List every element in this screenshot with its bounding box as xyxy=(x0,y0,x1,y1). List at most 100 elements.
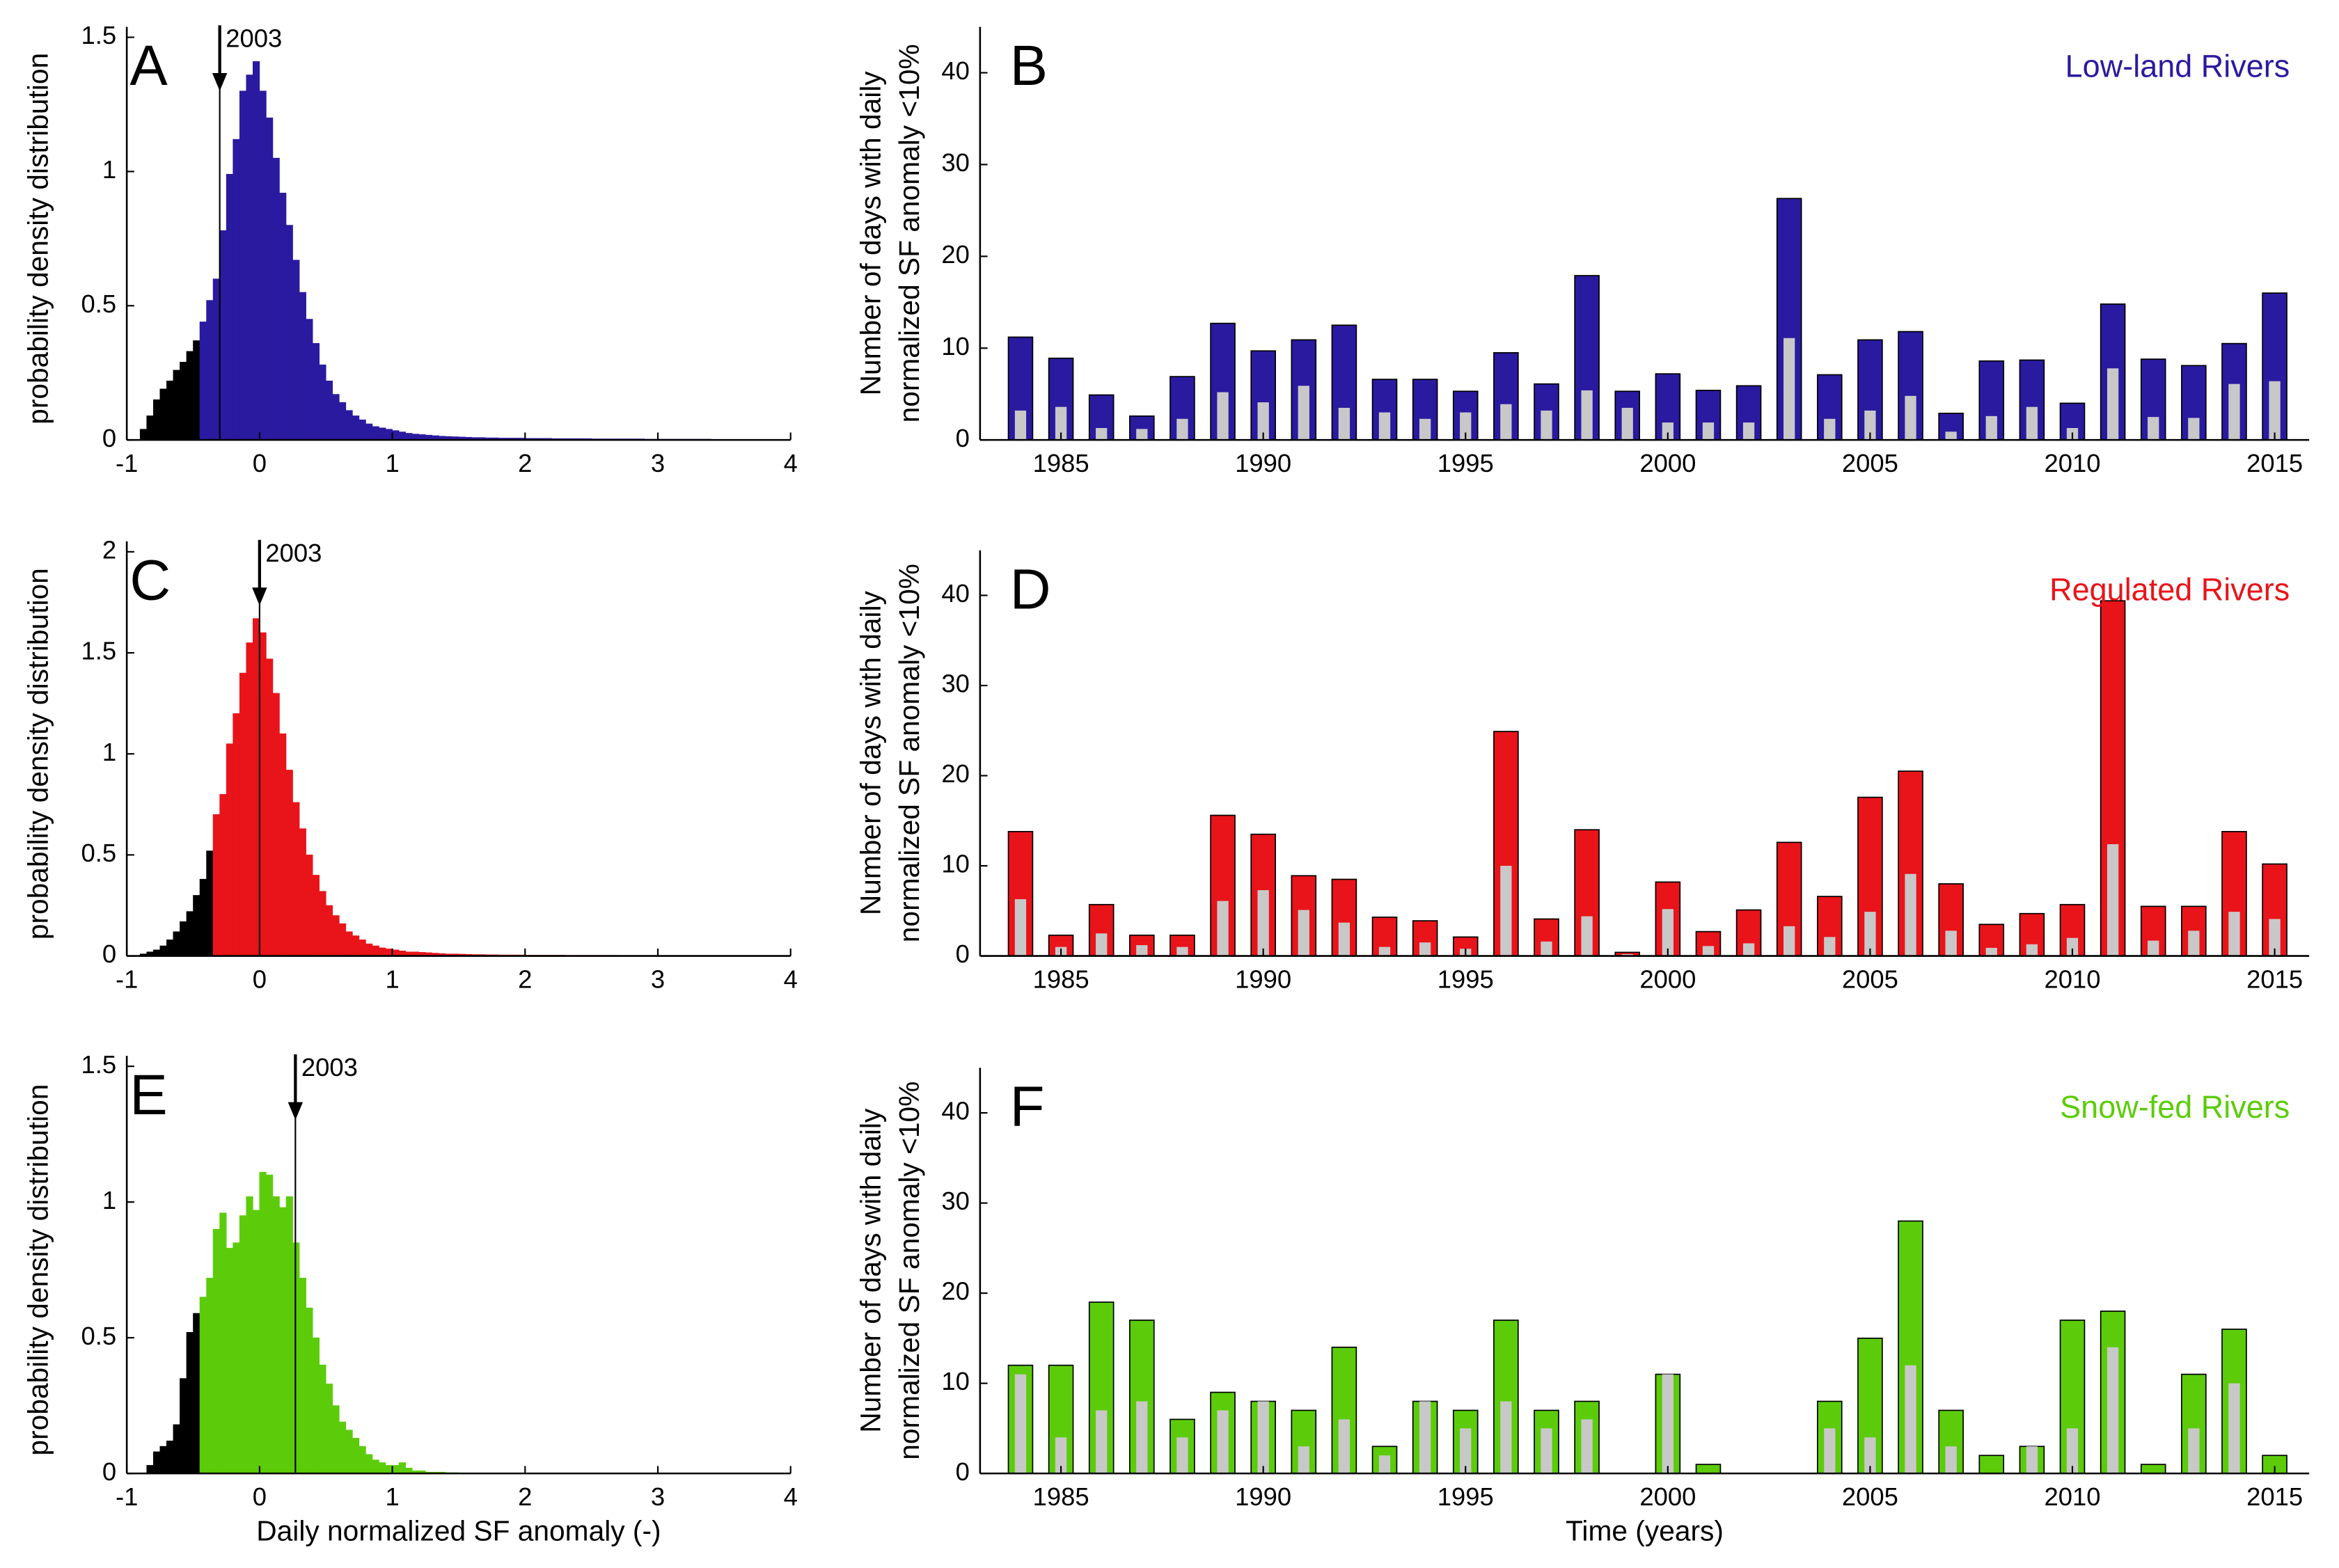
sub-bar xyxy=(2148,940,2159,956)
sub-bar xyxy=(1460,1428,1472,1474)
sub-bar xyxy=(1581,1419,1593,1474)
sub-bar xyxy=(1136,945,1148,956)
x-tick-label: 2 xyxy=(518,449,532,477)
histogram-bar xyxy=(219,230,227,441)
histogram-bar xyxy=(352,1438,360,1474)
sub-bar xyxy=(1824,418,1836,441)
histogram-bar xyxy=(372,945,379,956)
histogram-bar xyxy=(325,380,333,441)
histogram-bar xyxy=(173,931,180,956)
histogram-bar xyxy=(212,278,220,441)
x-tick-label: 2005 xyxy=(1842,1482,1898,1511)
histogram-bar xyxy=(152,949,161,956)
sub-bar xyxy=(1378,412,1391,441)
sub-bar xyxy=(1621,407,1633,441)
y-tick-label: 1 xyxy=(102,738,116,766)
x-tick-label: 3 xyxy=(651,449,665,477)
y-tick-label: 40 xyxy=(941,56,970,85)
histogram-bar xyxy=(152,1451,161,1474)
sub-bar xyxy=(1905,395,1916,441)
y-tick-label: 1 xyxy=(102,1186,116,1214)
x-tick-label: 4 xyxy=(784,1482,798,1511)
y-axis-label: normalized SF anomaly <10% xyxy=(893,44,925,422)
histogram-bar xyxy=(212,814,220,956)
sub-bar xyxy=(2188,1428,2200,1474)
panel: 1985 1990 1995 2000 2005 2010 2015 0 10 20 30 40 D Re… xyxy=(854,550,2310,994)
sub-bar xyxy=(2269,919,2281,956)
sub-bar xyxy=(1176,947,1188,956)
histogram-bar xyxy=(219,1212,227,1474)
histogram-bar xyxy=(259,90,267,441)
panel-letter: E xyxy=(129,1063,167,1127)
sub-bar xyxy=(1460,412,1472,441)
histogram-bar xyxy=(372,1459,379,1474)
histogram-bar xyxy=(206,300,214,441)
histogram-bar xyxy=(186,1332,194,1474)
sub-bar xyxy=(1662,909,1673,956)
sub-bar xyxy=(1136,429,1148,441)
bar xyxy=(2019,912,2045,957)
sub-bar xyxy=(1298,910,1309,956)
x-tick-label: 2000 xyxy=(1639,965,1696,994)
sub-bar xyxy=(1742,422,1755,441)
histogram-bar xyxy=(345,931,353,956)
sub-bar xyxy=(1419,418,1431,441)
histogram-bar xyxy=(159,388,167,441)
histogram-bar xyxy=(186,351,194,441)
histogram-bar xyxy=(239,672,247,956)
histogram-bar xyxy=(285,770,293,956)
y-axis-label: probability density distribution xyxy=(22,568,54,940)
x-tick-label: 2005 xyxy=(1842,449,1898,477)
sub-bar xyxy=(1824,937,1836,956)
histogram-bar xyxy=(299,828,306,956)
y-tick-label: 20 xyxy=(941,1277,970,1306)
y-tick-label: 0.5 xyxy=(81,290,117,318)
y-axis-label: normalized SF anomaly <10% xyxy=(893,564,925,942)
histogram-bar xyxy=(379,427,386,441)
histogram-bar xyxy=(385,429,393,441)
y-tick-label: 1.5 xyxy=(81,1050,117,1079)
y-tick-label: 0 xyxy=(102,1457,116,1486)
sub-bar xyxy=(1905,873,1916,956)
histogram-bar xyxy=(359,419,366,441)
y-tick-label: 0 xyxy=(956,1457,970,1486)
sub-bar xyxy=(1662,422,1673,441)
sub-bar xyxy=(1338,407,1350,441)
histogram-bar xyxy=(312,342,320,441)
histogram-bar xyxy=(379,1462,386,1474)
sub-bar xyxy=(1500,866,1512,956)
panel: 1985 1990 1995 2000 2005 2010 2015 0 10 20 30 40 F Sn… xyxy=(854,1068,2310,1547)
sub-bar xyxy=(2228,1383,2240,1474)
histogram-bar xyxy=(180,921,187,956)
histogram-bar xyxy=(166,1441,174,1474)
sub-bar xyxy=(1864,912,1876,956)
y-tick-label: 0 xyxy=(956,940,970,968)
histogram-bar xyxy=(359,1446,366,1474)
histogram-bar xyxy=(405,433,413,441)
histogram-bar xyxy=(233,713,240,956)
histogram-bar xyxy=(246,1196,253,1474)
histogram-bar xyxy=(332,915,340,956)
x-tick-label: 2010 xyxy=(2045,965,2101,994)
x-axis-label: Time (years) xyxy=(1566,1515,1724,1547)
panel-letter: C xyxy=(129,549,171,612)
panel-letter: D xyxy=(1010,557,1051,621)
sub-bar xyxy=(1945,431,1957,441)
histogram-bar xyxy=(139,429,148,441)
x-tick-label: 1 xyxy=(385,965,399,994)
sub-bar xyxy=(1176,1437,1188,1474)
x-tick-label: 3 xyxy=(651,965,665,994)
histogram-bar xyxy=(299,1278,306,1474)
sub-bar xyxy=(1783,338,1795,441)
sub-bar xyxy=(1257,1401,1269,1474)
bar xyxy=(1695,1464,1722,1474)
x-tick-label: -1 xyxy=(116,449,138,477)
sub-bar xyxy=(2026,406,2038,441)
sub-bar xyxy=(1257,890,1269,956)
histogram-bar xyxy=(319,364,326,441)
y-axis-label: Number of days with daily xyxy=(854,590,886,915)
sub-bar xyxy=(1945,1446,1957,1474)
histogram-bar xyxy=(266,658,274,956)
sub-bar xyxy=(2188,418,2200,441)
